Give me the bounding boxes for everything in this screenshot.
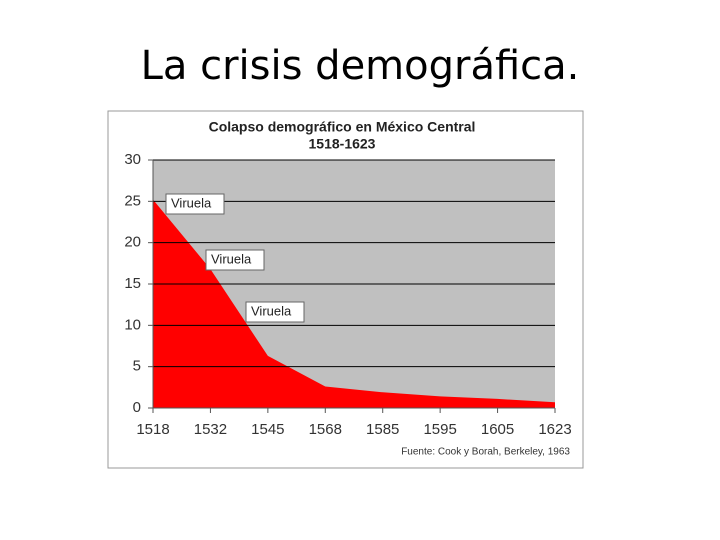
- annotation: Viruela: [211, 251, 252, 266]
- x-tick-label: 1518: [136, 421, 169, 438]
- x-tick-label: 1585: [366, 421, 399, 438]
- annotation-box: [245, 301, 305, 323]
- x-tick-label: 1605: [481, 421, 514, 438]
- y-tick-label: 20: [124, 234, 141, 251]
- annotation-box: [165, 193, 225, 215]
- annotation-box: [205, 249, 265, 271]
- y-tick-label: 10: [124, 316, 141, 333]
- source-note: Fuente: Cook y Borah, Berkeley, 1963: [401, 447, 570, 458]
- y-tick-label: 25: [124, 192, 141, 209]
- x-tick-label: 1595: [423, 421, 456, 438]
- x-tick-label: 1545: [251, 421, 284, 438]
- y-tick-label: 30: [124, 151, 141, 168]
- y-tick-label: 5: [133, 358, 141, 375]
- x-tick-label: 1623: [538, 421, 571, 438]
- chart-subtitle: 1518-1623: [309, 136, 376, 152]
- y-tick-label: 15: [124, 275, 141, 292]
- x-tick-label: 1568: [309, 421, 342, 438]
- annotation: Viruela: [251, 303, 292, 318]
- slide-title: La crisis demográfica.: [141, 43, 580, 89]
- y-tick-label: 0: [133, 399, 141, 416]
- annotation: Viruela: [171, 195, 212, 210]
- chart-title: Colapso demográfico en México Central: [209, 119, 476, 135]
- area: [153, 199, 555, 408]
- x-tick-label: 1532: [194, 421, 227, 438]
